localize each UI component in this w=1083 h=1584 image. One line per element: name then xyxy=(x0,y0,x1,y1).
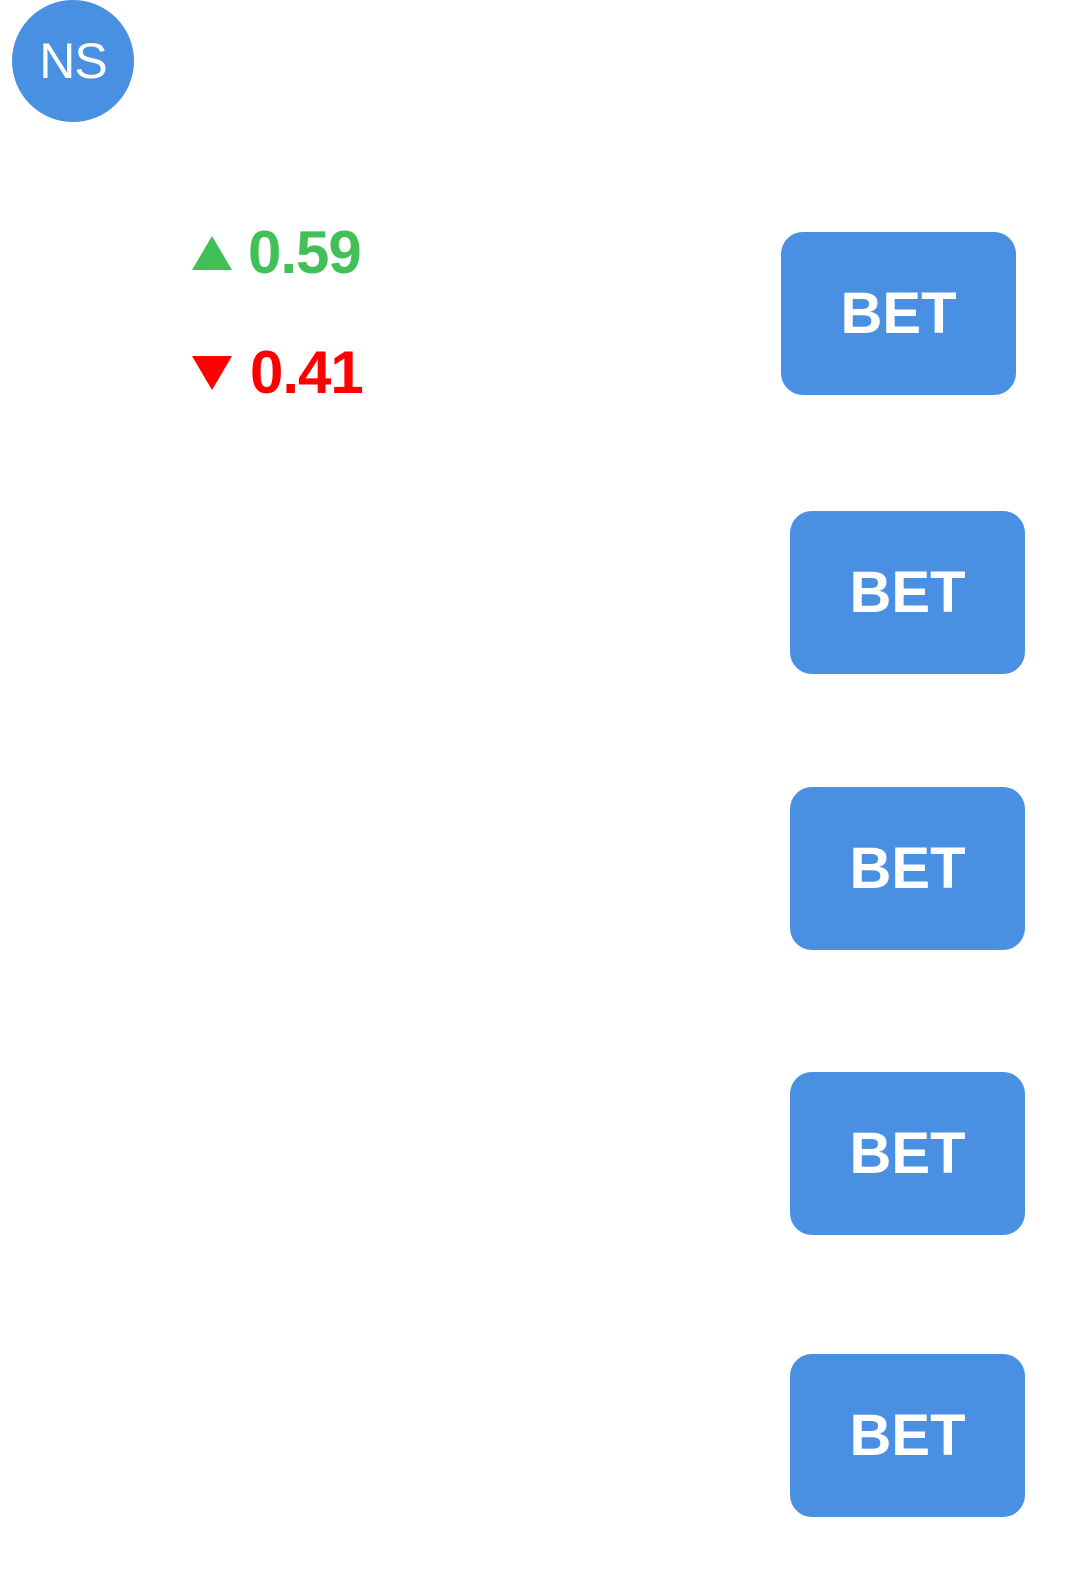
bet-button[interactable]: BET xyxy=(790,787,1025,950)
triangle-down-icon xyxy=(192,355,232,390)
odds-down: 0.41 xyxy=(192,338,364,407)
bet-button[interactable]: BET xyxy=(781,232,1016,395)
bet-button-label: BET xyxy=(849,1121,966,1186)
bet-button[interactable]: BET xyxy=(790,511,1025,674)
bet-button-label: BET xyxy=(849,1403,966,1468)
odds-up-value: 0.59 xyxy=(248,219,362,286)
odds-down-value: 0.41 xyxy=(250,339,364,406)
bet-button-label: BET xyxy=(840,281,957,346)
odds-up: 0.59 xyxy=(192,218,362,287)
bet-button[interactable]: BET xyxy=(790,1354,1025,1517)
avatar[interactable]: NS xyxy=(12,0,134,122)
bet-button-label: BET xyxy=(849,560,966,625)
bet-button[interactable]: BET xyxy=(790,1072,1025,1235)
avatar-initials: NS xyxy=(39,33,107,89)
bet-button-label: BET xyxy=(849,836,966,901)
triangle-up-icon xyxy=(192,235,232,270)
